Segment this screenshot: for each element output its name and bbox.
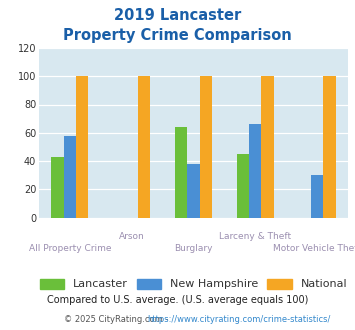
Text: 2019 Lancaster: 2019 Lancaster	[114, 8, 241, 23]
Text: https://www.cityrating.com/crime-statistics/: https://www.cityrating.com/crime-statist…	[147, 315, 331, 324]
Bar	[138, 76, 150, 218]
Bar	[51, 157, 64, 218]
Bar	[323, 76, 335, 218]
Text: Arson: Arson	[119, 232, 144, 241]
Text: Property Crime Comparison: Property Crime Comparison	[63, 28, 292, 43]
Bar	[64, 136, 76, 218]
Bar	[187, 164, 200, 218]
Text: Motor Vehicle Theft: Motor Vehicle Theft	[273, 244, 355, 253]
Bar	[261, 76, 274, 218]
Text: © 2025 CityRating.com -: © 2025 CityRating.com -	[64, 315, 171, 324]
Bar	[311, 175, 323, 218]
Text: Larceny & Theft: Larceny & Theft	[219, 232, 291, 241]
Text: Compared to U.S. average. (U.S. average equals 100): Compared to U.S. average. (U.S. average …	[47, 295, 308, 305]
Text: All Property Crime: All Property Crime	[29, 244, 111, 253]
Legend: Lancaster, New Hampshire, National: Lancaster, New Hampshire, National	[35, 274, 352, 294]
Bar	[175, 127, 187, 218]
Text: Burglary: Burglary	[174, 244, 213, 253]
Bar	[249, 124, 261, 218]
Bar	[200, 76, 212, 218]
Bar	[237, 154, 249, 218]
Bar	[76, 76, 88, 218]
